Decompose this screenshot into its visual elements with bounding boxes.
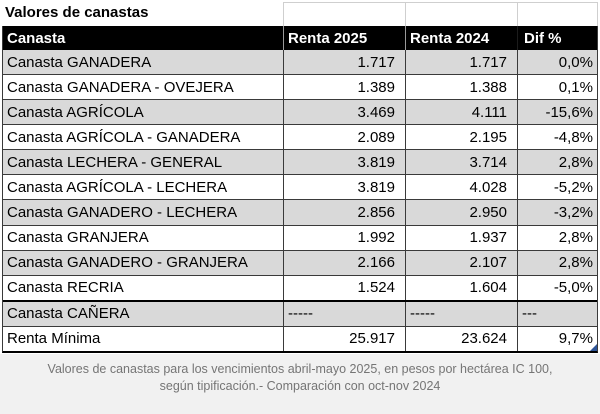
renta-2025-cell[interactable]: 2.089 <box>283 125 405 150</box>
table-row: Canasta GRANJERA 1.992 1.937 2,8% <box>3 225 597 251</box>
renta-2025-cell[interactable]: ----- <box>283 301 405 326</box>
renta-2024-cell[interactable]: 1.717 <box>405 50 517 75</box>
renta-2025-cell[interactable]: 2.856 <box>283 200 405 225</box>
table-row: Canasta GANADERO - LECHERA 2.856 2.950 -3,2… <box>3 200 597 226</box>
renta-2024-cell[interactable]: 4.111 <box>405 100 517 125</box>
canasta-name-cell[interactable]: Canasta GRANJERA <box>7 229 149 247</box>
footer-note-line1: Valores de canastas para los vencimiento… <box>47 362 553 376</box>
table-body: Canasta GANADERA 1.717 1.717 0,0% Canasta GA… <box>3 50 597 351</box>
canasta-name-cell[interactable]: Canasta GANADERA - OVEJERA <box>7 78 234 96</box>
gridline <box>517 2 518 26</box>
renta-2024-cell[interactable]: 1.604 <box>405 275 517 300</box>
renta-2025-cell[interactable]: 1.524 <box>283 275 405 300</box>
renta-2024-cell[interactable]: ----- <box>405 301 517 326</box>
dif-cell[interactable]: -5,0% <box>517 275 597 300</box>
table-row: Canasta GANADERA 1.717 1.717 0,0% <box>3 50 597 76</box>
table-row: Canasta CAÑERA ----- ----- --- <box>3 301 597 327</box>
canasta-name-cell[interactable]: Canasta CAÑERA <box>7 305 130 323</box>
renta-2025-cell[interactable]: 1.717 <box>283 50 405 75</box>
canastas-table: Canasta Renta 2025 Renta 2024 Dif % Cana… <box>2 26 598 353</box>
table-row: Canasta GANADERA - OVEJERA 1.389 1.388 0,1% <box>3 75 597 101</box>
selection-fill-handle[interactable] <box>590 344 597 351</box>
canasta-name-cell[interactable]: Canasta GANADERA <box>7 53 152 71</box>
renta-2025-cell[interactable]: 2.166 <box>283 250 405 275</box>
gridline <box>597 2 598 26</box>
dif-cell[interactable]: 2,8% <box>517 150 597 175</box>
table-row: Canasta GANADERO - GRANJERA 2.166 2.107 2,8… <box>3 250 597 276</box>
canasta-name-cell[interactable]: Canasta AGRÍCOLA - LECHERA <box>7 178 228 196</box>
dif-cell[interactable]: 0,1% <box>517 75 597 100</box>
gridline <box>405 2 406 26</box>
renta-2024-cell[interactable]: 23.624 <box>405 326 517 351</box>
table-row: Renta Mínima 25.917 23.624 9,7% <box>3 326 597 351</box>
gridline <box>283 2 598 3</box>
table-row: Canasta LECHERA - GENERAL 3.819 3.714 2,8% <box>3 150 597 176</box>
canasta-name-cell[interactable]: Canasta AGRÍCOLA - GANADERA <box>7 128 241 146</box>
table-row: Canasta AGRÍCOLA - LECHERA 3.819 4.028 -5,2… <box>3 175 597 201</box>
dif-cell[interactable]: 0,0% <box>517 50 597 75</box>
canasta-name-cell[interactable]: Canasta RECRIA <box>7 279 124 297</box>
footer-note: Valores de canastas para los vencimiento… <box>0 354 600 414</box>
table-header-row: Canasta Renta 2025 Renta 2024 Dif % <box>3 26 597 50</box>
gridline <box>283 2 284 26</box>
renta-2024-cell[interactable]: 2.107 <box>405 250 517 275</box>
dif-cell[interactable]: 2,8% <box>517 250 597 275</box>
footer-note-line2: según tipificación.- Comparación con oct… <box>159 379 441 393</box>
header-cell-renta-2025[interactable]: Renta 2025 <box>283 26 405 50</box>
renta-2024-cell[interactable]: 1.937 <box>405 225 517 250</box>
renta-2024-cell[interactable]: 3.714 <box>405 150 517 175</box>
table-row: Canasta RECRIA 1.524 1.604 -5,0% <box>3 275 597 302</box>
table-row: Canasta AGRÍCOLA 3.469 4.111 -15,6% <box>3 100 597 126</box>
renta-2025-cell[interactable]: 3.819 <box>283 175 405 200</box>
canasta-name-cell[interactable]: Canasta GANADERO - GRANJERA <box>7 254 248 272</box>
canasta-name-cell[interactable]: Canasta AGRÍCOLA <box>7 103 144 121</box>
header-cell-canasta[interactable]: Canasta <box>7 29 66 47</box>
canasta-name-cell[interactable]: Canasta LECHERA - GENERAL <box>7 153 223 171</box>
canasta-name-cell[interactable]: Canasta GANADERO - LECHERA <box>7 204 238 221</box>
dif-cell[interactable]: -15,6% <box>517 100 597 125</box>
renta-2025-cell[interactable]: 3.469 <box>283 100 405 125</box>
dif-cell[interactable]: 9,7% <box>517 326 597 351</box>
dif-cell[interactable]: -5,2% <box>517 175 597 200</box>
header-cell-dif[interactable]: Dif % <box>517 26 597 50</box>
renta-2024-cell[interactable]: 2.950 <box>405 200 517 225</box>
renta-2025-cell[interactable]: 25.917 <box>283 326 405 351</box>
renta-2024-cell[interactable]: 1.388 <box>405 75 517 100</box>
dif-cell[interactable]: -3,2% <box>517 200 597 225</box>
canasta-name-cell[interactable]: Renta Mínima <box>7 330 101 348</box>
renta-2024-cell[interactable]: 4.028 <box>405 175 517 200</box>
renta-2025-cell[interactable]: 1.992 <box>283 225 405 250</box>
renta-2024-cell[interactable]: 2.195 <box>405 125 517 150</box>
dif-cell[interactable]: -4,8% <box>517 125 597 150</box>
page-title: Valores de canastas <box>5 4 149 21</box>
header-cell-renta-2024[interactable]: Renta 2024 <box>405 26 517 50</box>
dif-cell[interactable]: --- <box>517 301 597 326</box>
table-row: Canasta AGRÍCOLA - GANADERA 2.089 2.195 -4,… <box>3 125 597 151</box>
renta-2025-cell[interactable]: 3.819 <box>283 150 405 175</box>
dif-cell[interactable]: 2,8% <box>517 225 597 250</box>
renta-2025-cell[interactable]: 1.389 <box>283 75 405 100</box>
